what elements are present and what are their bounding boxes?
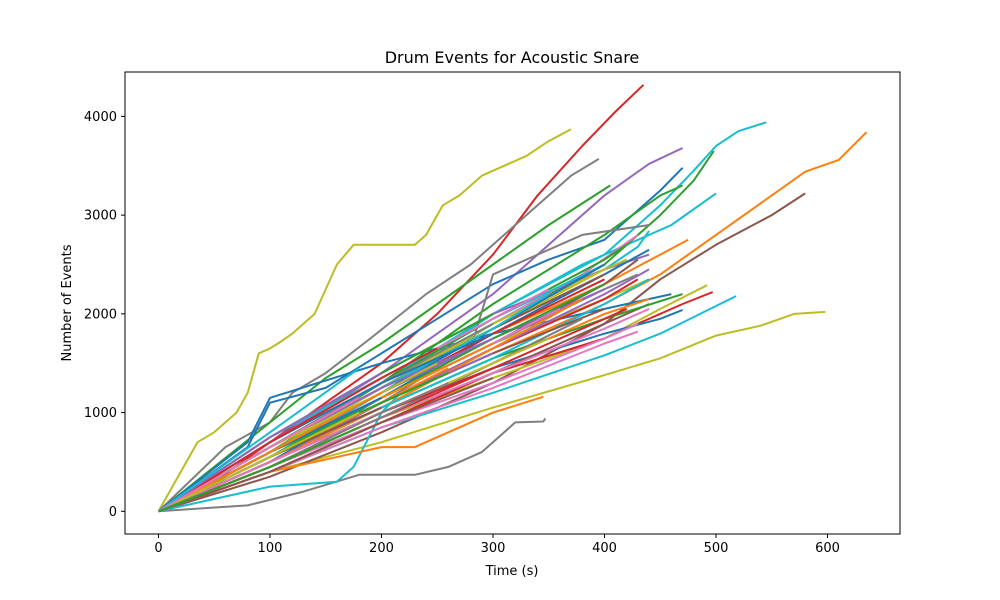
series-lines: [157, 84, 868, 513]
y-tick-label: 2000: [84, 307, 117, 322]
series-line-10: [157, 184, 611, 513]
series-line-13: [158, 150, 715, 513]
y-axis-label: Number of Events: [60, 244, 75, 361]
series-line-78: [158, 396, 360, 513]
y-tick-label: 4000: [84, 110, 117, 125]
x-tick-label: 400: [592, 541, 617, 556]
y-tick-label: 3000: [84, 209, 117, 224]
x-axis-ticks: 0 100 200 300 400 500 600: [154, 534, 840, 556]
x-tick-label: 200: [369, 541, 394, 556]
y-tick-label: 1000: [84, 406, 117, 421]
series-line-74: [157, 372, 382, 513]
series-line-70: [157, 347, 438, 513]
series-line-77: [158, 411, 360, 513]
plot-area-frame: [124, 71, 901, 535]
x-tick-label: 0: [154, 541, 162, 556]
x-tick-label: 300: [481, 541, 506, 556]
x-axis-label: Time (s): [485, 564, 539, 579]
series-line-75: [158, 391, 382, 513]
chart-title: Drum Events for Acoustic Snare: [385, 48, 640, 67]
series-line-1: [157, 128, 572, 512]
series-line-2: [158, 84, 645, 513]
series-line-4: [158, 310, 826, 513]
y-axis-ticks: 0 1000 2000 3000 4000: [84, 110, 125, 520]
x-tick-label: 500: [704, 541, 729, 556]
series-line-63: [158, 377, 494, 513]
y-tick-label: 0: [109, 505, 117, 520]
series-line-3: [158, 417, 547, 513]
series-line-11: [157, 167, 684, 513]
x-tick-label: 100: [258, 541, 283, 556]
series-line-76: [157, 367, 360, 513]
series-line-79: [158, 426, 360, 513]
x-tick-label: 600: [815, 541, 840, 556]
